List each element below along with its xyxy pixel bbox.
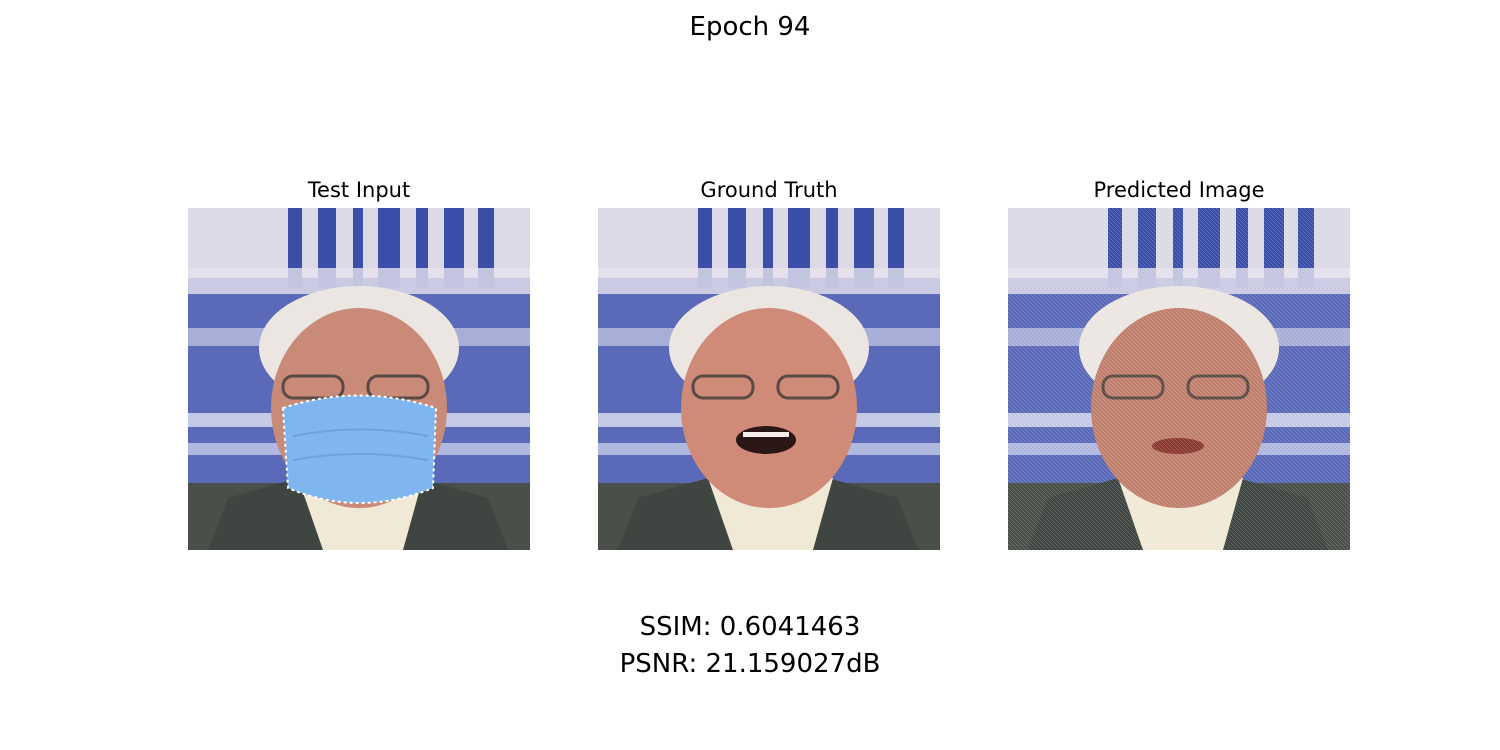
panel-title-test-input: Test Input <box>307 178 411 202</box>
panel-title-predicted-image: Predicted Image <box>1093 178 1265 202</box>
psnr-metric: PSNR: 21.159027dB <box>619 649 881 679</box>
figure-title: Epoch 94 <box>689 12 811 42</box>
predicted-image <box>1008 208 1350 550</box>
ssim-metric: SSIM: 0.6041463 <box>639 612 861 642</box>
test-input-image <box>188 208 530 550</box>
panel-title-ground-truth: Ground Truth <box>700 178 838 202</box>
ground-truth-image <box>598 208 940 550</box>
